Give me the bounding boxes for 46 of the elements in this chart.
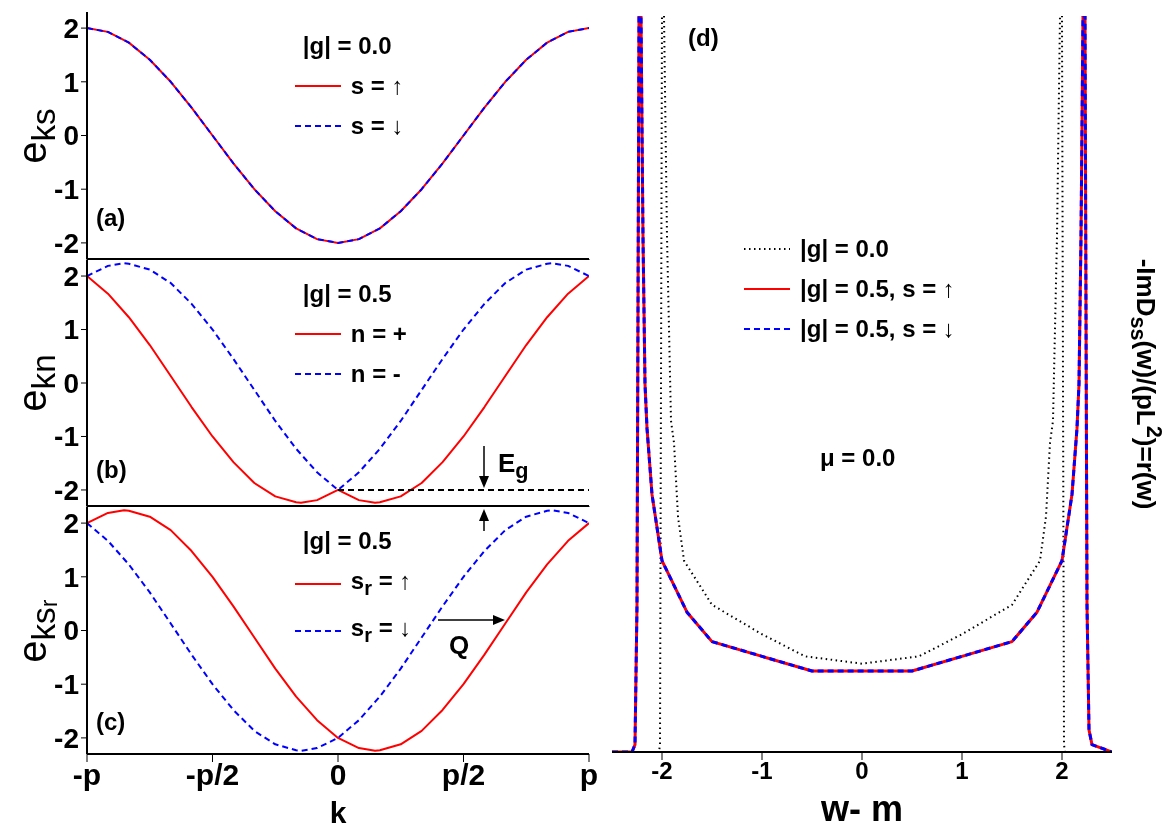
legend-label: |g| = 0.5, s = ↑ [800, 274, 955, 305]
legend-label: |g| = 0.0 [800, 234, 889, 265]
legend-title: |g| = 0.5 [302, 280, 392, 307]
x-tick-label: -2 [651, 757, 673, 785]
y-tick-label: 1 [63, 561, 79, 593]
x-tick-label: 1 [955, 757, 969, 785]
x-tick-label: -p [72, 758, 102, 792]
annotation: E$_{g}$ [498, 448, 529, 484]
legend-label: n = + [350, 319, 407, 349]
x-tick-label: 0 [855, 757, 869, 785]
legend-label: |g| = 0.5, s = ↓ [800, 314, 955, 345]
x-axis-title: w- m [820, 788, 904, 825]
y-tick-label: 0 [63, 615, 79, 647]
y-tick-label: 1 [63, 314, 79, 346]
x-tick-label: -p/2 [185, 758, 240, 792]
x-tick-label: -1 [751, 757, 773, 785]
legend-label: s = ↓ [350, 111, 404, 141]
y-tick-label: 0 [63, 120, 79, 152]
y-tick-label: -1 [54, 669, 79, 701]
annotation: (a) [96, 204, 126, 231]
legend-label: n = - [350, 359, 401, 389]
y-tick-label: 2 [63, 508, 79, 540]
legend-label: s = ↑ [350, 71, 404, 101]
legend-label: s$_{r}$ = ↓ [350, 612, 412, 648]
y-tick-label: -1 [54, 174, 79, 206]
annotation: (c) [96, 708, 126, 735]
y-tick-label: 2 [63, 260, 79, 292]
x-axis-title: k [329, 796, 347, 825]
legend-title: |g| = 0.5 [302, 527, 392, 554]
y-tick-label: 0 [63, 367, 79, 399]
y-tick-label: 2 [63, 13, 79, 45]
x-tick-label: 0 [329, 758, 347, 792]
annotation: Q [449, 630, 470, 660]
annotation: μ = 0.0 [820, 444, 896, 471]
annotation: (d) [688, 24, 719, 51]
y-tick-label: 1 [63, 66, 79, 98]
legend-title: |g| = 0.0 [302, 32, 392, 59]
y-tick-label: -1 [54, 421, 79, 453]
x-tick-label: p/2 [441, 758, 486, 792]
annotation: (b) [96, 456, 127, 483]
x-tick-label: p [579, 758, 599, 792]
y-tick-label: -2 [54, 227, 79, 259]
y-tick-label: -2 [54, 474, 79, 506]
legend-label: s$_{r}$ = ↑ [350, 566, 412, 601]
x-tick-label: 2 [1055, 757, 1069, 785]
y-tick-label: -2 [54, 722, 79, 754]
